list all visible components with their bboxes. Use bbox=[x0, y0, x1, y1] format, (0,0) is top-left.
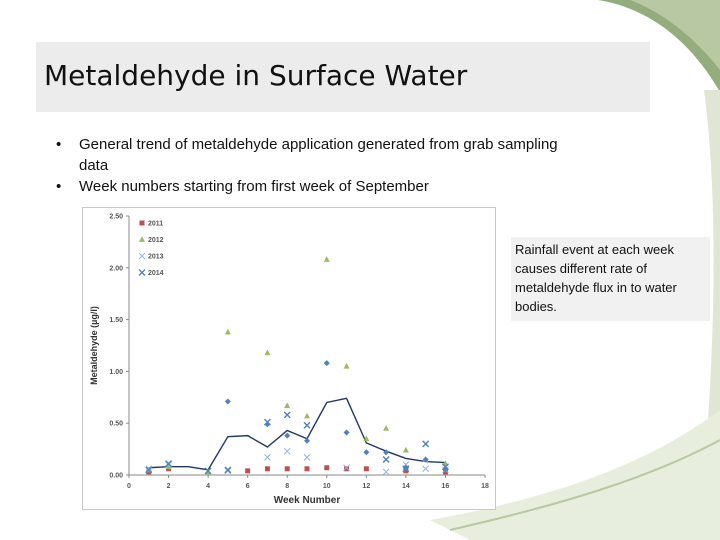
data-point-2014 bbox=[204, 467, 212, 475]
bullet-list: • General trend of metaldehyde applicati… bbox=[56, 134, 576, 197]
leaf-top-right-inner bbox=[630, 0, 720, 70]
data-point-2014 bbox=[145, 466, 153, 474]
data-point-2013 bbox=[343, 464, 350, 472]
bullet-marker: • bbox=[56, 136, 62, 153]
data-point-2012 bbox=[284, 402, 291, 408]
legend-marker-2012 bbox=[139, 236, 145, 242]
data-point-2014 bbox=[382, 455, 390, 463]
legend-marker-2013 bbox=[138, 252, 146, 260]
x-tick-label: 0 bbox=[127, 483, 131, 490]
data-point-2014 bbox=[224, 466, 232, 474]
x-tick-label: 4 bbox=[206, 483, 210, 490]
legend-label-2014: 2014 bbox=[148, 270, 164, 277]
data-point-2013 bbox=[422, 465, 430, 473]
data-point-2011 bbox=[324, 465, 330, 471]
x-tick-label: 14 bbox=[402, 483, 410, 490]
data-point-2011 bbox=[363, 466, 369, 472]
metaldehyde-chart: 0.00 0.50 1.00 1.50 2.00 2.50 0 2 4 6 8 10 12 14 16 18 W… bbox=[89, 214, 489, 507]
data-point-2013 bbox=[303, 454, 311, 461]
data-point-2011 bbox=[245, 468, 251, 474]
x-tick-label: 10 bbox=[323, 483, 331, 490]
data-point-diamond bbox=[402, 464, 409, 471]
data-point-2014 bbox=[283, 411, 291, 419]
y-tick-label: 1.50 bbox=[109, 317, 123, 324]
legend-marker-2011 bbox=[139, 220, 145, 226]
data-point-2012 bbox=[383, 425, 390, 431]
data-point-2012 bbox=[165, 463, 172, 470]
legend-marker-2014 bbox=[138, 269, 146, 276]
y-tick-label: 0.00 bbox=[109, 473, 123, 480]
data-point-2011 bbox=[264, 466, 270, 472]
data-point-diamond bbox=[422, 456, 429, 463]
legend: 2011 2012 2013 2014 bbox=[148, 221, 164, 278]
x-tick-label: 8 bbox=[285, 483, 289, 490]
data-point-2012 bbox=[402, 446, 409, 453]
legend-label-2013: 2013 bbox=[148, 254, 164, 261]
x-tick-label: 18 bbox=[481, 483, 489, 490]
data-point-2011 bbox=[442, 469, 448, 475]
y-tick-label: 0.50 bbox=[109, 421, 123, 428]
slide-title: Metaldehyde in Surface Water bbox=[44, 59, 468, 92]
data-point-2012 bbox=[323, 256, 330, 262]
legend-label-2011: 2011 bbox=[148, 221, 163, 228]
rainfall-note: Rainfall event at each week causes diffe… bbox=[511, 237, 710, 321]
bullet-item: • General trend of metaldehyde applicati… bbox=[56, 134, 576, 176]
data-point-2013 bbox=[224, 467, 232, 475]
data-point-diamond bbox=[304, 437, 310, 444]
title-bar: Metaldehyde in Surface Water bbox=[36, 42, 650, 112]
data-point-2013 bbox=[283, 447, 291, 455]
x-axis-label: Week Number bbox=[274, 495, 341, 506]
legend-label-2012: 2012 bbox=[148, 237, 164, 244]
leaf-bottom-right bbox=[430, 410, 720, 540]
trend-line bbox=[148, 397, 446, 471]
data-point-diamond bbox=[343, 429, 350, 436]
data-point-diamond bbox=[323, 360, 330, 367]
data-point-2014 bbox=[422, 440, 430, 448]
y-tick-label: 2.50 bbox=[109, 214, 123, 221]
data-point-2012 bbox=[304, 412, 310, 419]
y-axis-label: Metaldehyde (µg/l) bbox=[89, 306, 99, 385]
data-point-diamond bbox=[442, 465, 449, 472]
data-point-diamond bbox=[224, 398, 231, 405]
bullet-item: • Week numbers starting from first week … bbox=[56, 176, 576, 197]
data-point-2013 bbox=[145, 465, 153, 473]
data-point-2013 bbox=[382, 468, 390, 476]
x-tick-label: 2 bbox=[167, 483, 171, 490]
data-point-2013 bbox=[264, 454, 271, 461]
bullet-marker: • bbox=[56, 178, 62, 195]
data-point-2014 bbox=[165, 460, 173, 468]
data-point-2012 bbox=[343, 363, 350, 369]
leaf-bottom-right-stroke bbox=[449, 439, 720, 531]
data-point-diamond bbox=[363, 449, 370, 456]
data-point-2011 bbox=[284, 466, 290, 472]
y-tick-label: 1.00 bbox=[109, 369, 123, 376]
x-tick-label: 16 bbox=[442, 483, 450, 490]
data-point-diamond bbox=[383, 449, 390, 456]
data-point-2012 bbox=[224, 328, 231, 335]
bullet-text: General trend of metaldehyde application… bbox=[79, 136, 558, 174]
data-point-diamond bbox=[284, 432, 291, 439]
bullet-text: Week numbers starting from first week of… bbox=[79, 178, 429, 195]
x-tick-label: 6 bbox=[246, 483, 250, 490]
data-point-diamond bbox=[264, 421, 271, 428]
leaf-right-edge bbox=[704, 90, 720, 420]
data-point-2014 bbox=[303, 421, 311, 429]
data-point-2012 bbox=[264, 349, 271, 356]
data-point-2011 bbox=[403, 468, 409, 474]
data-point-2011 bbox=[344, 466, 350, 472]
data-point-2011 bbox=[304, 466, 310, 472]
data-point-2013 bbox=[165, 461, 172, 468]
y-tick-label: 2.00 bbox=[109, 265, 123, 272]
chart-container: 0.00 0.50 1.00 1.50 2.00 2.50 0 2 4 6 8 10 12 14 16 18 W… bbox=[82, 207, 496, 510]
data-point-2012 bbox=[363, 435, 370, 442]
x-tick-label: 12 bbox=[362, 483, 370, 490]
